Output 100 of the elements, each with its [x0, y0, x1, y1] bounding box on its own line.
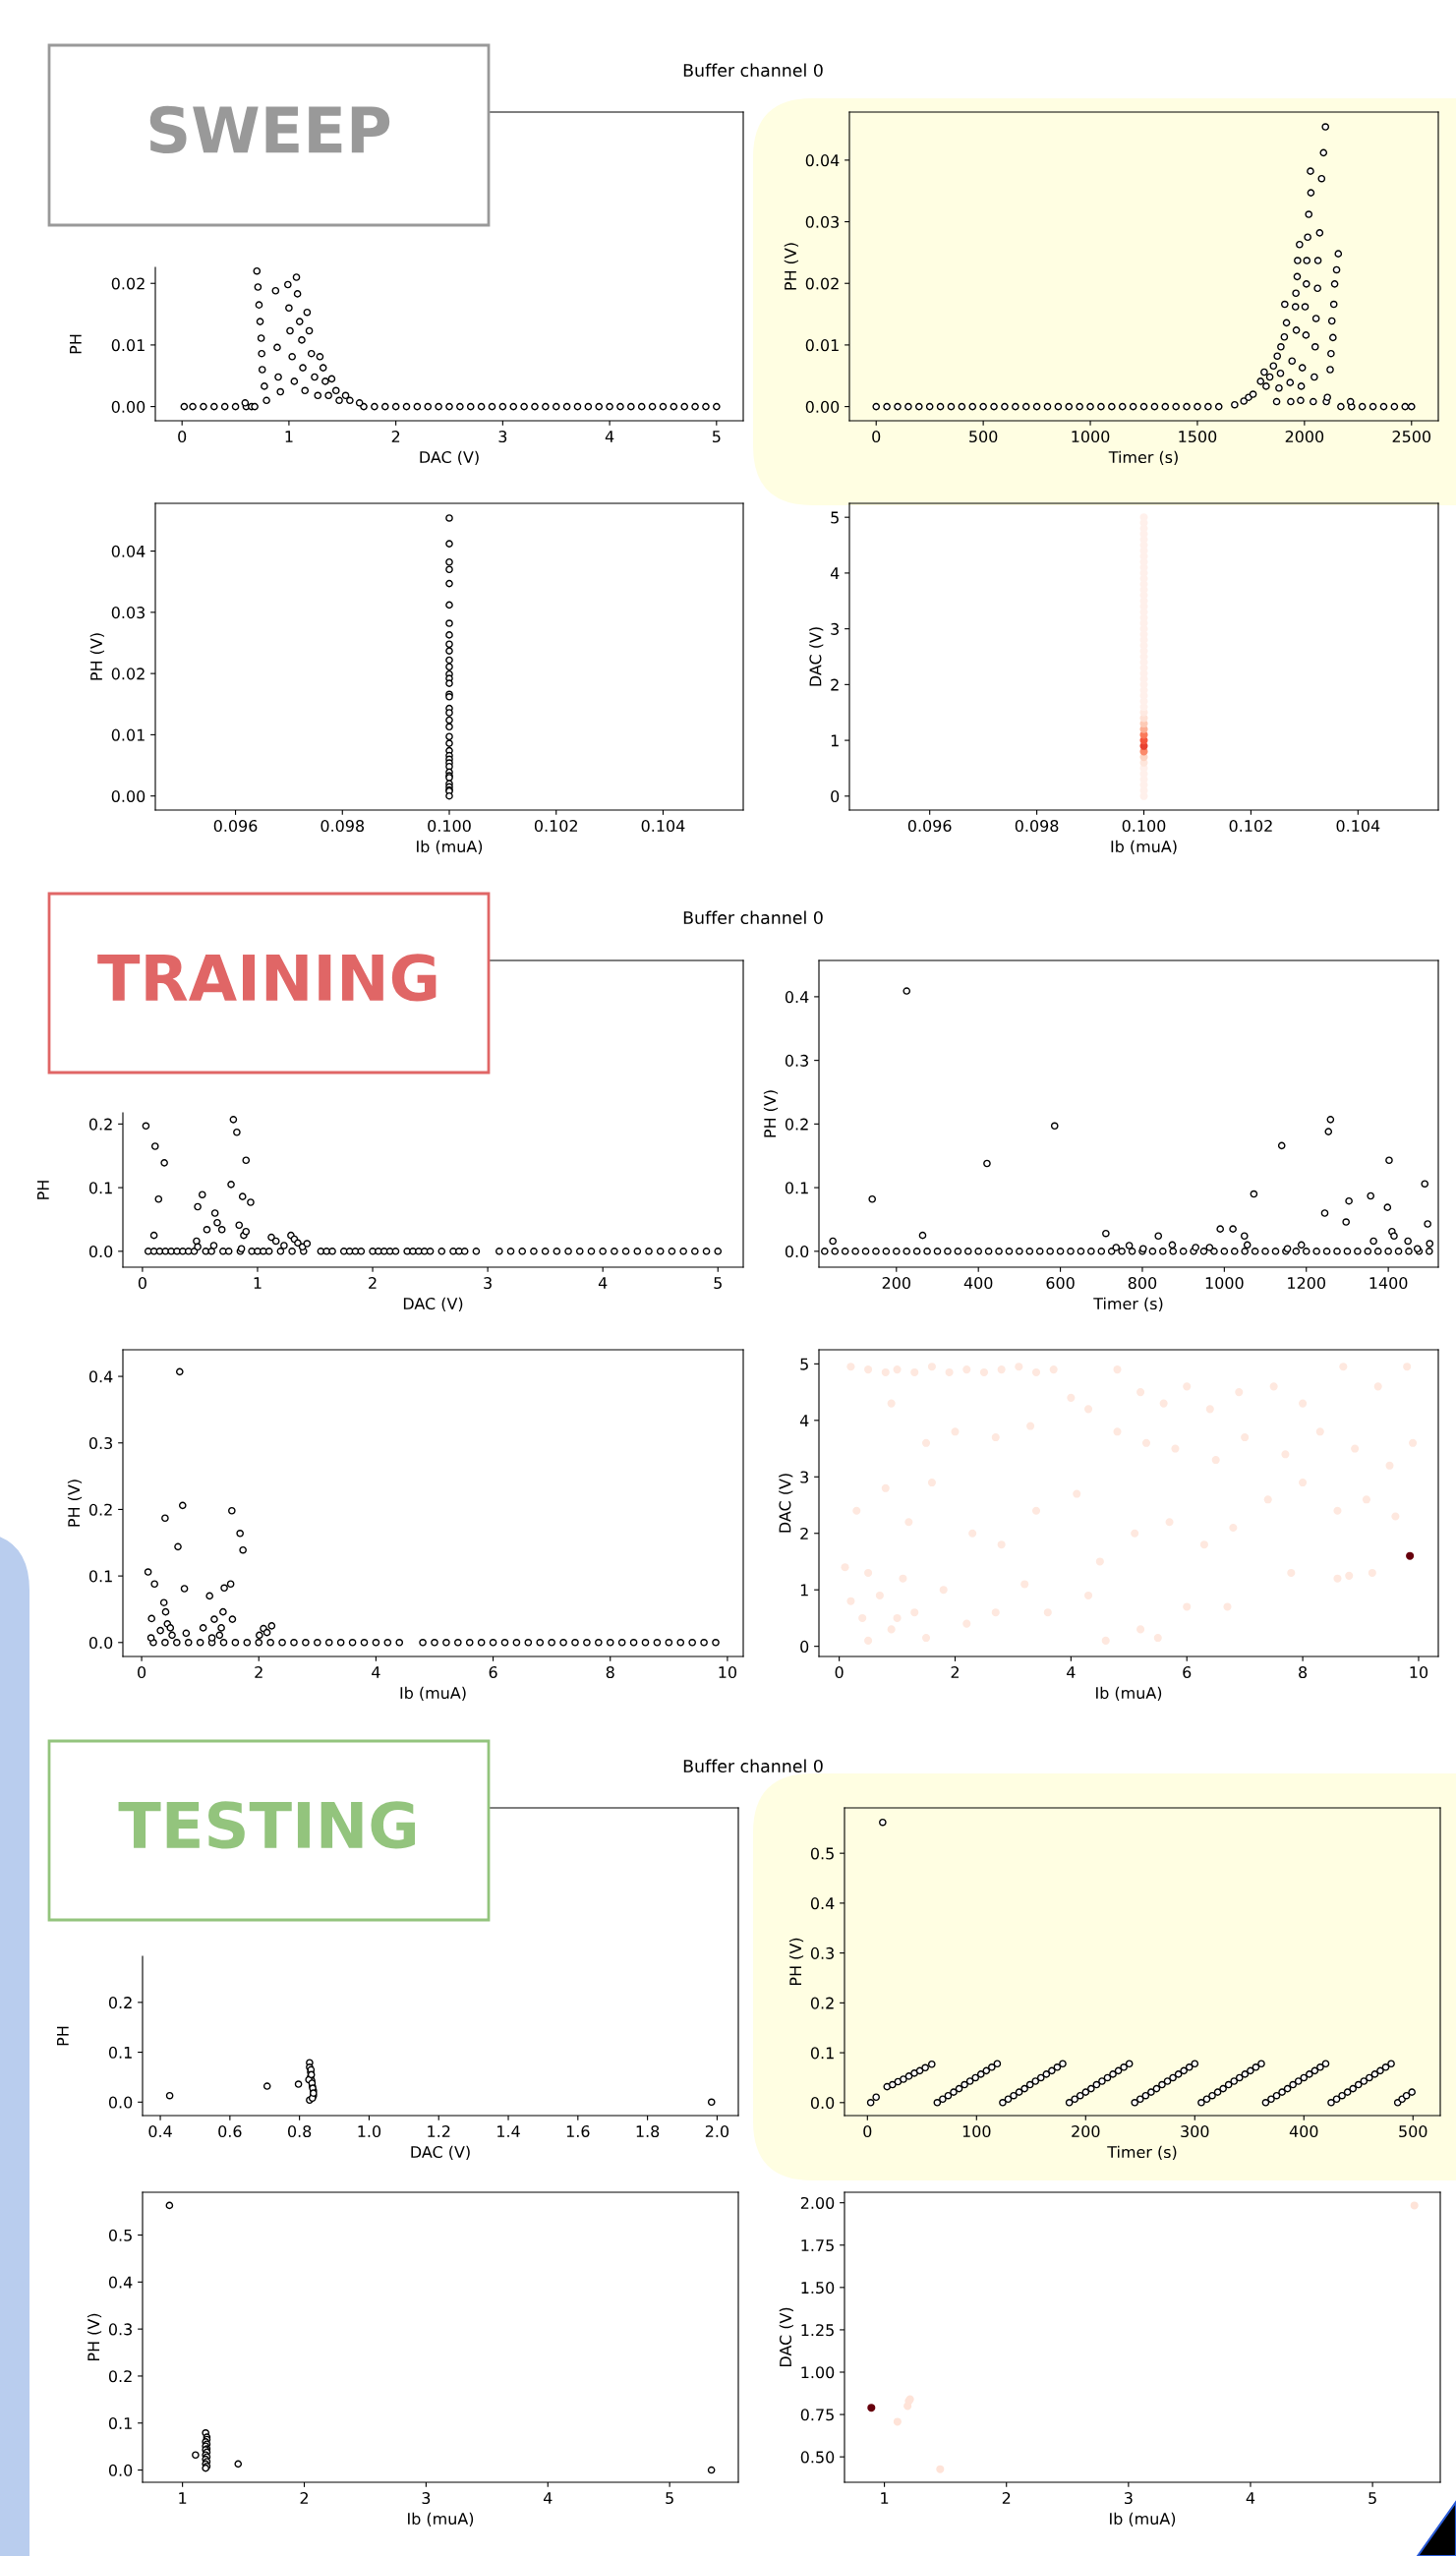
y-axis-title: PH (V) — [763, 1090, 779, 1137]
x-tick-label: 2000 — [1285, 431, 1324, 443]
y-tick-label: 0.5 — [108, 2229, 132, 2241]
chart-title: Buffer channel 0 — [683, 1759, 823, 1773]
x-tick-label: 3 — [498, 431, 507, 443]
x-tick-label: 10 — [1410, 1666, 1428, 1679]
x-tick-label: 10 — [719, 1666, 737, 1679]
x-tick-label: 1.6 — [566, 2125, 590, 2138]
x-tick-label: 0.098 — [320, 820, 365, 833]
y-tick-label: 0.02 — [805, 277, 839, 290]
y-tick-label: 0.3 — [108, 2323, 132, 2336]
x-tick-label: 5 — [714, 1277, 722, 1290]
x-tick-label: 2500 — [1392, 431, 1431, 443]
x-tick-label: 4 — [605, 431, 614, 442]
y-tick-label: 0.1 — [88, 1570, 112, 1583]
y-axis-title: PH (V) — [87, 2313, 102, 2360]
y-tick-label: 0.5 — [810, 1847, 834, 1860]
x-axis-title: Ib (muA) — [417, 840, 483, 854]
x-tick-label: 1500 — [1179, 431, 1217, 443]
y-tick-label: 0.1 — [810, 2047, 834, 2060]
y-tick-label: 0.2 — [810, 1997, 834, 2009]
y-tick-label: 0.3 — [88, 1436, 112, 1450]
x-tick-label: 5 — [1369, 2492, 1376, 2505]
y-axis-title: PH — [37, 1181, 49, 1199]
x-tick-label: 8 — [606, 1666, 614, 1679]
x-tick-label: 2 — [1002, 2492, 1011, 2504]
y-tick-label: 0.04 — [805, 154, 840, 167]
y-tick-label: 5 — [831, 511, 839, 524]
x-tick-label: 4 — [372, 1666, 380, 1678]
x-tick-label: 1200 — [1288, 1277, 1326, 1290]
y-tick-label: 2 — [800, 1527, 808, 1539]
y-tick-label: 3 — [831, 622, 839, 635]
y-tick-label: 4 — [799, 1415, 809, 1426]
y-axis-title: PH (V) — [67, 1480, 83, 1527]
x-tick-label: 4 — [543, 2492, 553, 2504]
x-axis-title: Ib (muA) — [1111, 840, 1177, 854]
y-tick-label: 0.01 — [111, 339, 145, 352]
x-tick-label: 1.8 — [636, 2125, 660, 2138]
x-tick-label: 1400 — [1369, 1277, 1408, 1290]
y-tick-label: 1 — [831, 734, 839, 747]
y-tick-label: 1.00 — [801, 2366, 835, 2379]
x-axis-title: Ib (muA) — [1096, 1686, 1162, 1701]
y-tick-label: 0.4 — [810, 1897, 835, 1910]
x-tick-label: 0.104 — [641, 820, 685, 833]
y-tick-label: 0.1 — [108, 2416, 132, 2430]
y-axis-title: DAC (V) — [809, 627, 824, 686]
y-tick-label: 1.25 — [801, 2324, 834, 2337]
x-tick-label: 0.8 — [287, 2125, 312, 2138]
x-axis-title: Timer (s) — [1108, 450, 1178, 465]
y-tick-label: 0.2 — [108, 2370, 132, 2383]
x-axis-title: DAC (V) — [420, 450, 479, 465]
x-tick-label: 2 — [255, 1666, 262, 1678]
x-tick-label: 0.102 — [534, 820, 577, 833]
x-tick-label: 400 — [1289, 2125, 1318, 2138]
x-tick-label: 0 — [863, 2125, 872, 2138]
y-tick-label: 0.02 — [111, 277, 145, 290]
x-tick-label: 0.102 — [1229, 820, 1272, 833]
y-tick-label: 0.00 — [111, 789, 146, 802]
chart-title: Buffer channel 0 — [683, 63, 823, 78]
y-tick-label: 0.4 — [108, 2276, 133, 2289]
x-tick-label: 0 — [872, 431, 881, 443]
x-axis-title: DAC (V) — [411, 2145, 470, 2160]
x-tick-label: 1 — [179, 2492, 187, 2504]
x-tick-label: 3 — [1124, 2492, 1133, 2505]
x-tick-label: 2 — [951, 1666, 959, 1678]
x-tick-label: 0.104 — [1336, 820, 1380, 833]
y-tick-label: 0.1 — [108, 2046, 132, 2059]
y-axis-title: PH (V) — [784, 243, 798, 290]
y-tick-label: 0.4 — [785, 991, 809, 1004]
y-tick-label: 0.2 — [88, 1503, 112, 1516]
y-tick-label: 0.0 — [785, 1246, 809, 1258]
y-tick-label: 0.03 — [111, 607, 145, 619]
y-tick-label: 0.1 — [88, 1182, 112, 1194]
x-tick-label: 2 — [300, 2492, 308, 2504]
x-tick-label: 2 — [391, 431, 400, 442]
x-tick-label: 800 — [1128, 1277, 1157, 1290]
y-tick-label: 0.01 — [111, 728, 145, 741]
annotation: SWEEP — [149, 105, 390, 154]
x-tick-label: 1.0 — [358, 2125, 381, 2138]
x-tick-label: 1000 — [1072, 431, 1110, 443]
y-tick-label: 0.0 — [88, 1246, 113, 1258]
y-tick-label: 3 — [800, 1471, 808, 1483]
x-tick-label: 1 — [881, 2492, 889, 2504]
x-tick-label: 0.100 — [428, 820, 471, 833]
x-tick-label: 5 — [666, 2492, 673, 2505]
y-tick-label: 0.1 — [785, 1182, 808, 1194]
x-axis-title: DAC (V) — [403, 1297, 463, 1311]
y-tick-label: 0.0 — [88, 1637, 113, 1650]
y-tick-label: 0.0 — [810, 2097, 835, 2110]
x-tick-label: 1.4 — [497, 2125, 520, 2137]
y-tick-label: 0.01 — [805, 339, 839, 352]
x-tick-label: 0.4 — [148, 2125, 172, 2138]
y-tick-label: 4 — [830, 567, 840, 579]
y-tick-label: 0.3 — [785, 1054, 808, 1067]
x-tick-label: 1.2 — [428, 2125, 450, 2137]
x-tick-label: 0.100 — [1122, 820, 1166, 833]
y-tick-label: 0.3 — [810, 1946, 834, 1959]
y-tick-label: 5 — [800, 1358, 808, 1370]
x-tick-label: 0.098 — [1015, 820, 1059, 833]
annotation: TESTING — [118, 1801, 416, 1849]
